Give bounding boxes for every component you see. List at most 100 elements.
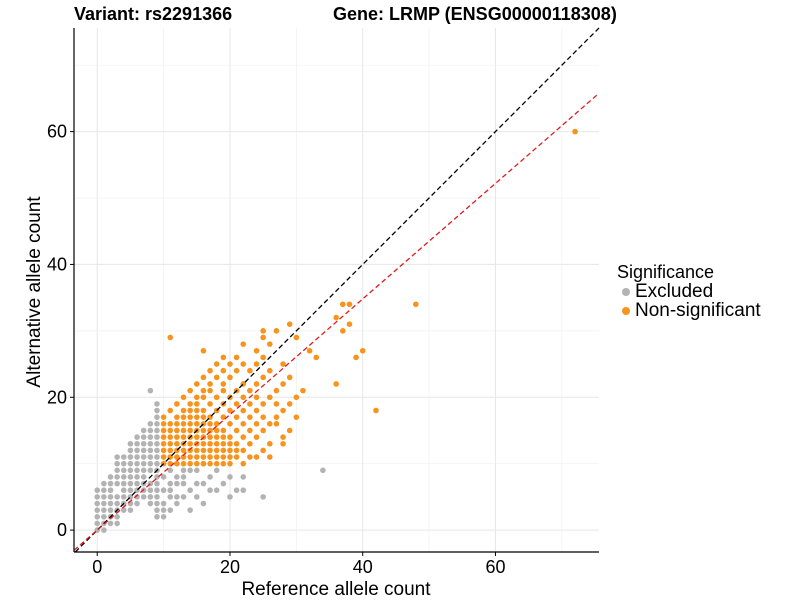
point-non-significant <box>200 407 207 414</box>
point-non-significant <box>213 447 220 454</box>
point-non-significant <box>227 407 233 414</box>
point-excluded <box>207 474 213 480</box>
y-tick-label: 0 <box>57 520 67 540</box>
point-excluded <box>114 494 120 500</box>
point-non-significant <box>187 407 193 414</box>
point-non-significant <box>160 434 167 440</box>
point-excluded <box>127 474 134 480</box>
y-axis-label: Alternative allele count <box>24 196 45 388</box>
point-non-significant <box>187 427 193 434</box>
point-excluded <box>140 467 147 474</box>
point-non-significant <box>220 447 227 454</box>
point-non-significant <box>260 328 266 334</box>
point-excluded <box>134 500 140 507</box>
point-excluded <box>167 467 174 474</box>
point-excluded <box>154 447 160 454</box>
point-non-significant <box>247 440 253 447</box>
point-excluded <box>127 460 134 467</box>
point-non-significant <box>266 421 273 427</box>
point-non-significant <box>220 454 227 460</box>
point-excluded <box>180 474 187 480</box>
point-non-significant <box>233 427 240 434</box>
point-non-significant <box>180 434 187 440</box>
point-non-significant <box>187 447 193 454</box>
point-excluded <box>134 494 140 500</box>
point-non-significant <box>273 387 280 394</box>
point-excluded <box>127 507 134 513</box>
point-excluded <box>147 421 154 427</box>
point-non-significant <box>167 421 174 427</box>
reference-line-fit <box>73 92 600 551</box>
point-non-significant <box>220 367 227 374</box>
point-non-significant <box>240 434 247 440</box>
point-excluded <box>167 480 174 487</box>
point-excluded <box>114 520 120 527</box>
point-non-significant <box>280 407 286 414</box>
point-non-significant <box>180 414 187 420</box>
point-non-significant <box>359 347 366 354</box>
point-non-significant <box>240 407 247 414</box>
reference-lines <box>73 27 600 553</box>
point-excluded <box>147 494 154 500</box>
point-non-significant <box>220 387 227 394</box>
title-variant: Variant: rs2291366 <box>74 4 233 24</box>
point-non-significant <box>286 374 293 381</box>
point-excluded <box>114 460 120 467</box>
point-non-significant <box>273 421 280 427</box>
points-layer <box>94 128 578 533</box>
point-non-significant <box>174 440 180 447</box>
point-non-significant <box>280 434 286 440</box>
point-excluded <box>154 487 160 494</box>
point-non-significant <box>253 407 260 414</box>
point-non-significant <box>220 354 227 361</box>
grid <box>74 28 599 552</box>
point-non-significant <box>413 301 419 308</box>
point-excluded <box>154 494 160 500</box>
point-excluded <box>147 387 154 394</box>
point-non-significant <box>247 387 253 394</box>
point-excluded <box>114 500 120 507</box>
point-non-significant <box>333 381 339 387</box>
point-excluded <box>180 467 187 474</box>
point-non-significant <box>240 421 247 427</box>
point-non-significant <box>227 361 233 367</box>
point-non-significant <box>167 407 174 414</box>
point-excluded <box>320 467 326 474</box>
point-non-significant <box>167 447 174 454</box>
point-non-significant <box>293 334 300 341</box>
point-non-significant <box>174 421 180 427</box>
point-non-significant <box>373 407 379 414</box>
point-excluded <box>134 467 140 474</box>
point-non-significant <box>174 460 180 467</box>
point-non-significant <box>160 414 167 420</box>
point-excluded <box>154 500 160 507</box>
point-excluded <box>154 514 160 520</box>
point-non-significant <box>193 407 200 414</box>
point-non-significant <box>293 394 300 401</box>
title-gene: Gene: LRMP (ENSG00000118308) <box>333 4 617 24</box>
point-non-significant <box>286 427 293 434</box>
point-non-significant <box>233 440 240 447</box>
point-non-significant <box>266 440 273 447</box>
point-non-significant <box>266 341 273 347</box>
point-excluded <box>107 487 114 494</box>
point-non-significant <box>187 401 193 407</box>
point-non-significant <box>207 427 213 434</box>
point-excluded <box>180 494 187 500</box>
point-non-significant <box>160 447 167 454</box>
point-non-significant <box>280 381 286 387</box>
point-excluded <box>134 460 140 467</box>
point-non-significant <box>207 454 213 460</box>
point-non-significant <box>187 414 193 420</box>
point-non-significant <box>187 460 193 467</box>
point-non-significant <box>247 414 253 420</box>
point-non-significant <box>233 367 240 374</box>
point-non-significant <box>220 381 227 387</box>
point-non-significant <box>247 401 253 407</box>
point-non-significant <box>213 460 220 467</box>
point-excluded <box>134 474 140 480</box>
point-excluded <box>220 480 227 487</box>
x-tick-label: 60 <box>485 557 505 577</box>
point-excluded <box>107 500 114 507</box>
point-non-significant <box>160 440 167 447</box>
